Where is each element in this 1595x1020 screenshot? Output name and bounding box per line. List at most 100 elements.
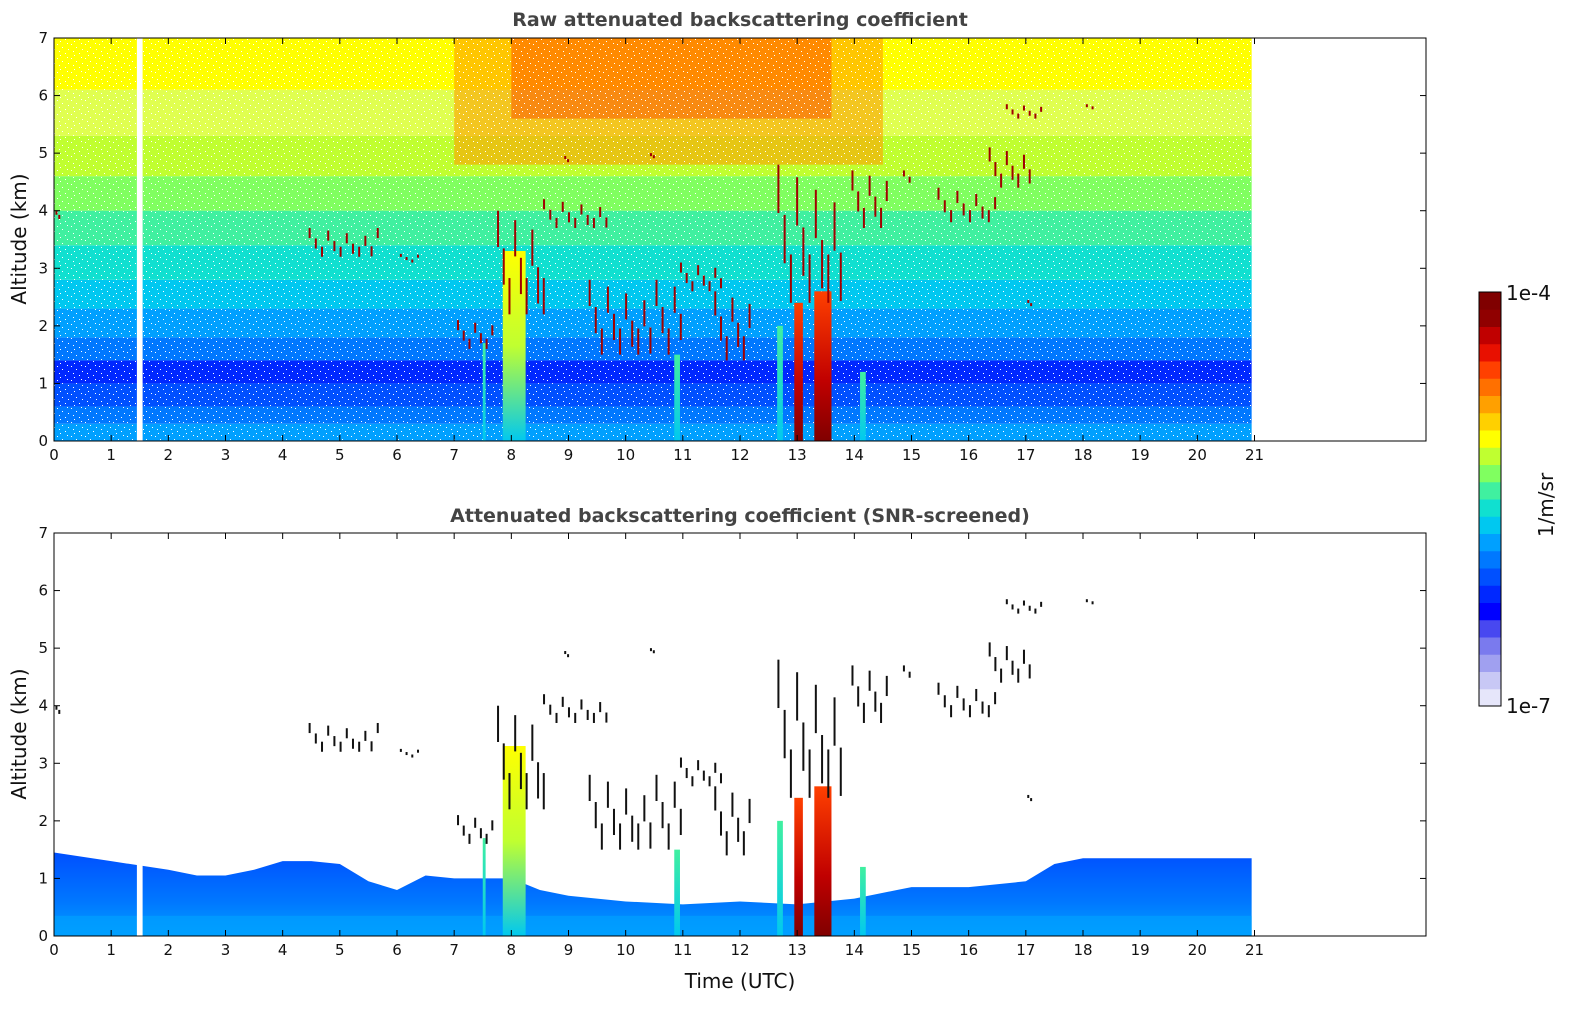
cloud-mark: [821, 735, 824, 784]
cloud-mark: [748, 303, 751, 329]
x-tick-label: 13: [788, 446, 807, 464]
cloud-mark: [600, 823, 603, 850]
x-tick-label: 12: [730, 941, 749, 959]
cloud-mark: [55, 705, 58, 710]
cloud-mark: [497, 210, 500, 247]
cloud-mark: [777, 659, 780, 709]
x-tick-label: 5: [335, 446, 345, 464]
colorbar-min-label: 1e-7: [1506, 694, 1551, 718]
cloud-mark: [376, 722, 379, 734]
cloud-mark: [943, 200, 946, 213]
colorbar-step: [1479, 568, 1501, 586]
x-tick-label: 0: [49, 941, 59, 959]
cloud-mark: [691, 281, 694, 292]
x-tick-label: 21: [1245, 446, 1264, 464]
x-tick-label: 10: [616, 941, 635, 959]
cloud-mark: [956, 685, 959, 698]
cloud-mark: [857, 191, 860, 212]
cloud-mark: [351, 738, 354, 749]
cloud-mark: [1017, 113, 1020, 119]
cloud-mark: [1005, 646, 1008, 661]
cloud-mark: [994, 692, 997, 705]
x-tick-label: 6: [392, 941, 402, 959]
x-tick-label: 3: [221, 446, 231, 464]
cloud-mark: [574, 712, 577, 723]
cloud-mark: [58, 709, 61, 714]
cloud-mark: [600, 328, 603, 355]
cloud-mark: [345, 728, 348, 739]
cloud-mark: [868, 175, 871, 196]
cloud-mark: [619, 328, 622, 355]
cloud-mark: [339, 246, 342, 257]
boundary-layer-base: [54, 915, 1252, 936]
cloud-mark: [399, 748, 402, 752]
cloud-mark: [308, 227, 311, 239]
cloud-mark: [345, 233, 348, 244]
cloud-mark: [321, 246, 324, 257]
cloud-mark: [574, 217, 577, 228]
colorbar-steps: [1479, 292, 1501, 707]
cloud-mark: [327, 725, 330, 736]
x-tick-label: 11: [673, 446, 692, 464]
cloud-mark: [588, 774, 591, 801]
strong-column: [674, 354, 680, 441]
panel-screened-plot: [54, 533, 1252, 936]
panel-screened-xlabel: Time (UTC): [684, 969, 796, 993]
cloud-mark: [555, 712, 558, 723]
cloud-mark: [697, 265, 700, 276]
colorbar-step: [1479, 619, 1501, 638]
y-tick-label: 6: [38, 87, 48, 105]
cloud-mark: [1011, 165, 1014, 180]
x-tick-label: 18: [1073, 941, 1092, 959]
cloud-mark: [376, 227, 379, 239]
cloud-mark: [649, 822, 652, 849]
cloud-mark: [399, 253, 402, 257]
cloud-mark: [1034, 608, 1037, 614]
x-tick-label: 20: [1188, 446, 1207, 464]
cloud-mark: [937, 682, 940, 695]
x-tick-label: 2: [164, 446, 174, 464]
cloud-mark: [1005, 104, 1008, 110]
cloud-mark: [987, 705, 990, 718]
cloud-mark: [586, 709, 589, 720]
colorbar-step: [1479, 361, 1501, 379]
cloud-mark: [667, 823, 670, 850]
cloud-mark: [1005, 151, 1008, 166]
cloud-mark: [625, 788, 628, 815]
cloud-mark: [525, 773, 528, 810]
cloud-mark: [833, 202, 836, 251]
cloud-mark: [1017, 173, 1020, 188]
cloud-mark: [1022, 105, 1025, 111]
cloud-mark: [702, 770, 705, 781]
cloud-mark: [314, 733, 317, 744]
cloud-mark: [725, 831, 728, 856]
cloud-mark: [714, 762, 717, 773]
cloud-mark: [667, 328, 670, 355]
cloud-mark: [462, 330, 465, 341]
cloud-mark: [902, 170, 905, 177]
cloud-mark: [567, 707, 570, 718]
y-tick-label: 6: [38, 582, 48, 600]
data-gap: [136, 533, 143, 936]
y-tick-label: 1: [38, 869, 48, 887]
y-tick-label: 3: [38, 754, 48, 772]
cloud-mark: [851, 170, 854, 191]
cloud-mark: [725, 336, 728, 361]
cloud-mark: [580, 699, 583, 710]
cloud-mark: [908, 176, 911, 183]
cloud-mark: [880, 702, 883, 723]
x-tick-label: 20: [1188, 941, 1207, 959]
colorbar-step: [1479, 464, 1501, 483]
cloud-mark: [685, 767, 688, 779]
x-tick-label: 14: [845, 446, 864, 464]
cloud-mark: [599, 207, 602, 218]
colorbar-max-label: 1e-4: [1506, 281, 1551, 305]
cloud-mark: [308, 722, 311, 734]
cloud-mark: [742, 831, 745, 856]
x-tick-label: 17: [1016, 941, 1035, 959]
y-tick-label: 3: [38, 259, 48, 277]
x-tick-label: 12: [730, 446, 749, 464]
strong-column: [502, 746, 526, 936]
cloud-mark: [586, 214, 589, 225]
panel-raw-axes: 0 1 2 3 4 5 6 7 8 9 10 11 12 13 14 15 16 17 18 19 20 21012345…: [38, 29, 1426, 464]
